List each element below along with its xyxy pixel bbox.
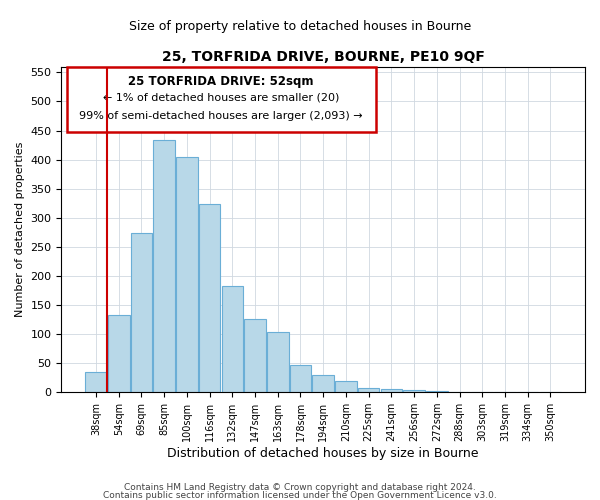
Bar: [426, 391, 448, 392]
Bar: [154, 140, 175, 392]
Bar: [313, 375, 334, 392]
Text: 25 TORFRIDA DRIVE: 52sqm: 25 TORFRIDA DRIVE: 52sqm: [128, 74, 314, 88]
Text: Contains HM Land Registry data © Crown copyright and database right 2024.: Contains HM Land Registry data © Crown c…: [124, 483, 476, 492]
Text: 99% of semi-detached houses are larger (2,093) →: 99% of semi-detached houses are larger (…: [79, 110, 363, 120]
Text: ← 1% of detached houses are smaller (20): ← 1% of detached houses are smaller (20): [103, 92, 339, 102]
Y-axis label: Number of detached properties: Number of detached properties: [15, 142, 25, 317]
Bar: [358, 388, 379, 392]
Bar: [108, 316, 130, 392]
Text: Size of property relative to detached houses in Bourne: Size of property relative to detached ho…: [129, 20, 471, 33]
Bar: [290, 366, 311, 392]
Bar: [221, 286, 243, 392]
Bar: [335, 380, 357, 392]
X-axis label: Distribution of detached houses by size in Bourne: Distribution of detached houses by size …: [167, 447, 479, 460]
Bar: [176, 156, 197, 392]
Bar: [199, 204, 220, 392]
Bar: [403, 390, 425, 392]
Bar: [131, 234, 152, 392]
Bar: [380, 388, 402, 392]
FancyBboxPatch shape: [67, 66, 376, 132]
Bar: [85, 372, 107, 392]
Bar: [244, 319, 266, 392]
Bar: [267, 332, 289, 392]
Title: 25, TORFRIDA DRIVE, BOURNE, PE10 9QF: 25, TORFRIDA DRIVE, BOURNE, PE10 9QF: [162, 50, 485, 64]
Text: Contains public sector information licensed under the Open Government Licence v3: Contains public sector information licen…: [103, 490, 497, 500]
